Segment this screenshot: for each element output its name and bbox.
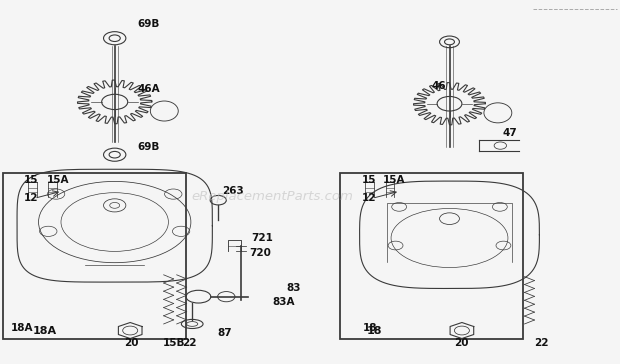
Text: 83: 83 <box>286 282 301 293</box>
Text: 20: 20 <box>124 338 138 348</box>
Text: 46A: 46A <box>138 84 160 94</box>
Text: 69B: 69B <box>138 19 160 29</box>
Text: 22: 22 <box>182 338 196 348</box>
Text: 69B: 69B <box>138 142 160 153</box>
Text: 18: 18 <box>363 323 377 333</box>
Text: 87: 87 <box>217 328 232 338</box>
Text: 47: 47 <box>502 128 517 138</box>
Text: 15A: 15A <box>383 175 405 185</box>
Text: 18: 18 <box>367 326 383 336</box>
Text: 15B: 15B <box>162 338 185 348</box>
Bar <box>3 173 186 339</box>
Text: 12: 12 <box>24 193 38 203</box>
Bar <box>340 173 523 339</box>
Text: 15A: 15A <box>46 175 69 185</box>
Text: 15: 15 <box>361 175 376 185</box>
Text: 83A: 83A <box>273 297 295 307</box>
Text: 18A: 18A <box>32 326 56 336</box>
Text: eReplacementParts.com: eReplacementParts.com <box>192 190 354 203</box>
Text: 720: 720 <box>249 248 271 258</box>
Text: 22: 22 <box>534 338 549 348</box>
Text: 12: 12 <box>361 193 376 203</box>
Text: 18A: 18A <box>11 323 33 333</box>
Text: 15: 15 <box>24 175 38 185</box>
Text: 46: 46 <box>432 80 446 91</box>
Text: 721: 721 <box>251 233 273 244</box>
Text: 263: 263 <box>222 186 244 196</box>
Text: 20: 20 <box>454 338 469 348</box>
